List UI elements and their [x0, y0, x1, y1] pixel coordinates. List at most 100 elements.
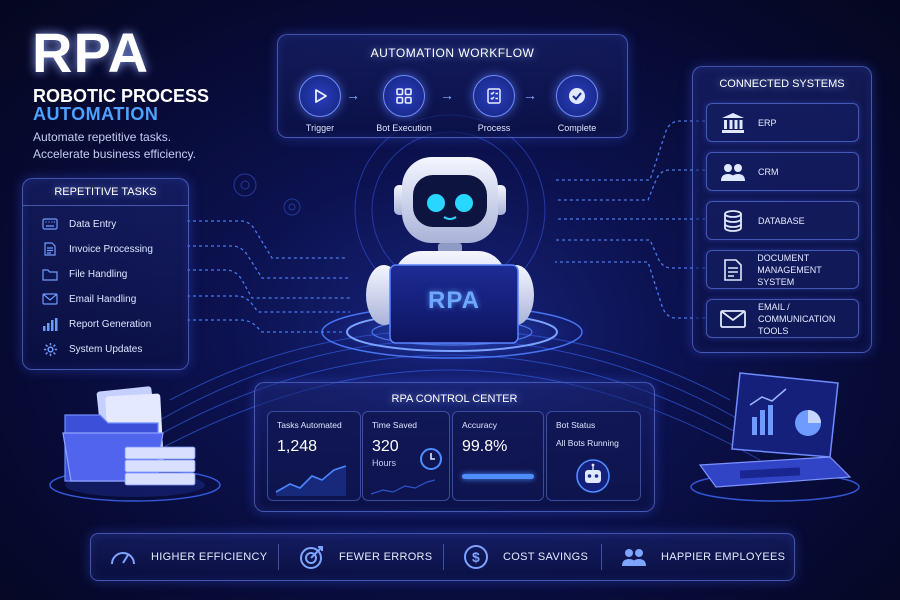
task-label: System Updates [69, 343, 143, 355]
folder-illustration [49, 386, 221, 502]
benefit-label: HIGHER EFFICIENCY [151, 551, 268, 563]
card-value: 320 [372, 438, 399, 455]
repetitive-tasks-panel: REPETITIVE TASKS Data Entry Invoice Proc… [22, 178, 189, 370]
benefit-higher-efficiency: HIGHER EFFICIENCY [109, 534, 267, 580]
folder-icon [41, 267, 59, 281]
workflow-step-label: Bot Execution [376, 123, 432, 133]
workflow-title: AUTOMATION WORKFLOW [370, 46, 535, 60]
gear-icon [41, 342, 59, 356]
keyboard-icon [41, 217, 59, 231]
document-icon [41, 242, 59, 256]
task-item-report-generation[interactable]: Report Generation [41, 315, 151, 333]
workflow-step-trigger[interactable]: Trigger [280, 75, 360, 133]
benefits-bar: HIGHER EFFICIENCY FEWER ERRORS $ COST SA… [90, 533, 795, 581]
laptop-rpa-label: RPA [428, 287, 480, 314]
task-label: Email Handling [69, 293, 137, 305]
bot-status-value: All Bots Running [556, 438, 619, 448]
time-saved-card[interactable]: Time Saved 320 Hours [362, 411, 450, 501]
hero-subtitle-line2: AUTOMATION [33, 104, 159, 124]
document-icon [720, 258, 745, 281]
users-icon [621, 547, 647, 567]
accuracy-progress-fill [462, 474, 534, 479]
dollar-icon: $ [463, 544, 489, 570]
system-label: DATABASE [758, 215, 805, 226]
tasks-automated-card[interactable]: Tasks Automated 1,248 [267, 411, 361, 501]
grid-icon [383, 75, 425, 117]
workflow-step-label: Complete [557, 123, 597, 133]
task-label: Invoice Processing [69, 243, 153, 255]
robot-illustration [366, 157, 534, 344]
systems-title: CONNECTED SYSTEMS [719, 78, 845, 90]
task-label: File Handling [69, 268, 128, 280]
card-label: Time Saved [372, 420, 418, 430]
benefit-label: FEWER ERRORS [339, 551, 433, 563]
card-label: Tasks Automated [277, 420, 342, 430]
rpa-control-center-panel: RPA CONTROL CENTER Tasks Automated 1,248… [254, 382, 655, 512]
svg-text:$: $ [472, 549, 480, 565]
divider [23, 205, 188, 206]
benefit-label: HAPPIER EMPLOYEES [661, 551, 786, 563]
workflow-step-complete[interactable]: Complete [537, 75, 617, 133]
task-item-file-handling[interactable]: File Handling [41, 265, 127, 283]
mail-icon [41, 292, 59, 306]
system-label-line1: DOCUMENT [757, 252, 810, 263]
bank-icon [720, 112, 746, 134]
accuracy-progress-track [462, 474, 534, 479]
bar-chart-icon [41, 317, 59, 331]
task-item-invoice-processing[interactable]: Invoice Processing [41, 240, 153, 258]
arrow-right-icon: → [440, 87, 454, 103]
tasks-title: REPETITIVE TASKS [54, 186, 157, 198]
benefit-fewer-errors: FEWER ERRORS [299, 534, 432, 580]
card-value: 1,248 [277, 438, 318, 455]
workflow-step-label: Process [477, 123, 511, 133]
system-document-management[interactable]: DOCUMENT MANAGEMENT SYSTEM [706, 250, 859, 289]
check-circle-icon [556, 75, 598, 117]
system-label-line2: TOOLS [758, 325, 789, 336]
trend-line-icon [275, 465, 347, 496]
bot-status-card[interactable]: Bot Status All Bots Running [546, 411, 641, 501]
trend-line-icon [370, 479, 436, 495]
divider [278, 544, 279, 570]
system-database[interactable]: DATABASE [706, 201, 859, 240]
workflow-step-bot-execution[interactable]: Bot Execution [364, 75, 444, 133]
hero-subtitle-line1: ROBOTIC PROCESS [33, 86, 210, 106]
divider [443, 544, 444, 570]
system-label-line2: MANAGEMENT SYSTEM [757, 264, 822, 287]
laptop-illustration [690, 372, 860, 502]
benefit-label: COST SAVINGS [503, 551, 589, 563]
task-item-email-handling[interactable]: Email Handling [41, 290, 136, 308]
speedometer-icon [109, 547, 137, 567]
hero-tagline-line1: Automate repetitive tasks. [33, 130, 172, 144]
card-label: Accuracy [462, 420, 497, 430]
play-icon [299, 75, 341, 117]
system-label: ERP [758, 117, 777, 128]
divider [601, 544, 602, 570]
system-label-line1: EMAIL / COMMUNICATION [758, 301, 836, 324]
accuracy-card[interactable]: Accuracy 99.8% [452, 411, 544, 501]
target-icon [299, 544, 325, 570]
mail-icon [720, 309, 746, 328]
checklist-icon [473, 75, 515, 117]
benefit-happier-employees: HAPPIER EMPLOYEES [621, 534, 785, 580]
users-icon [720, 162, 746, 182]
task-item-data-entry[interactable]: Data Entry [41, 215, 116, 233]
card-unit: Hours [372, 458, 397, 468]
card-value: 99.8% [462, 438, 508, 455]
hero-tagline-line2: Accelerate business efficiency. [33, 147, 196, 161]
task-label: Report Generation [69, 318, 152, 330]
system-email-communication[interactable]: EMAIL / COMMUNICATION TOOLS [706, 299, 859, 338]
system-label: EMAIL / COMMUNICATION TOOLS [758, 301, 858, 337]
robot-icon [576, 459, 610, 493]
arrow-right-icon: → [523, 87, 537, 103]
system-crm[interactable]: CRM [706, 152, 859, 191]
workflow-step-label: Trigger [305, 123, 335, 133]
task-item-system-updates[interactable]: System Updates [41, 340, 142, 358]
control-center-title: RPA CONTROL CENTER [391, 393, 518, 405]
system-erp[interactable]: ERP [706, 103, 859, 142]
benefit-cost-savings: $ COST SAVINGS [463, 534, 588, 580]
system-label: DOCUMENT MANAGEMENT SYSTEM [757, 252, 858, 288]
workflow-step-process[interactable]: Process [454, 75, 534, 133]
system-label: CRM [758, 166, 779, 177]
clock-icon [420, 448, 442, 470]
